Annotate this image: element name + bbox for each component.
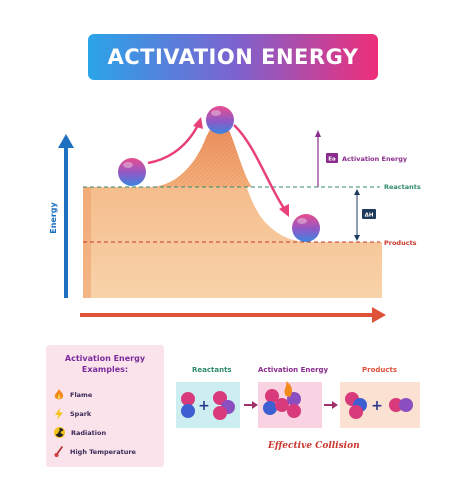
example-item-high-temperature: High Temperature — [54, 446, 136, 458]
title-banner: ACTIVATION ENERGY — [88, 34, 378, 80]
example-item-spark: Spark — [54, 408, 91, 420]
reactant-molecules: + — [181, 391, 235, 420]
product-molecules: + — [345, 392, 413, 419]
collision-products-label: Products — [362, 366, 398, 374]
product-ball — [292, 214, 320, 242]
energy-profile-area — [83, 122, 382, 298]
example-label: Flame — [70, 391, 93, 399]
page-title: ACTIVATION ENERGY — [107, 45, 359, 69]
activated-complex — [263, 381, 301, 418]
collision-reactants-label: Reactants — [192, 366, 232, 374]
ea-badge — [326, 153, 338, 163]
example-label: Radiation — [71, 428, 107, 437]
svg-text:+: + — [198, 398, 210, 414]
transition-state-ball — [206, 106, 234, 134]
energy-axis-arrowhead — [58, 134, 74, 148]
thermometer-icon — [54, 446, 63, 457]
delta-h-badge — [362, 209, 376, 219]
energy-axis-label: Energy — [49, 201, 58, 233]
flame-icon — [54, 389, 64, 400]
reaction-axis-arrowhead — [372, 307, 386, 323]
products-label: Products — [384, 239, 417, 247]
examples-title: Activation Energy Examples: — [64, 354, 146, 374]
reactants-label: Reactants — [384, 183, 421, 191]
fall-arrow — [233, 124, 287, 211]
reactant-ball — [118, 158, 146, 186]
example-item-flame: Flame — [54, 389, 92, 401]
rise-arrow — [147, 124, 200, 165]
collision-activation-label: Activation Energy — [258, 366, 329, 374]
examples-panel: Activation Energy Examples: Flame Spark … — [46, 345, 164, 467]
delta-h-label: ΔH — [365, 213, 374, 219]
example-label: Spark — [70, 410, 92, 418]
spark-icon — [55, 408, 63, 420]
ea-symbol: Ea — [328, 157, 336, 163]
activation-energy-label: Activation Energy — [342, 155, 408, 163]
activation-energy-arrow — [315, 130, 321, 137]
effective-collision-caption: Effective Collision — [268, 441, 360, 451]
example-item-radiation: Radiation — [54, 427, 106, 438]
svg-text:+: + — [371, 398, 383, 414]
example-label: High Temperature — [70, 448, 136, 456]
radiation-icon — [54, 427, 65, 438]
